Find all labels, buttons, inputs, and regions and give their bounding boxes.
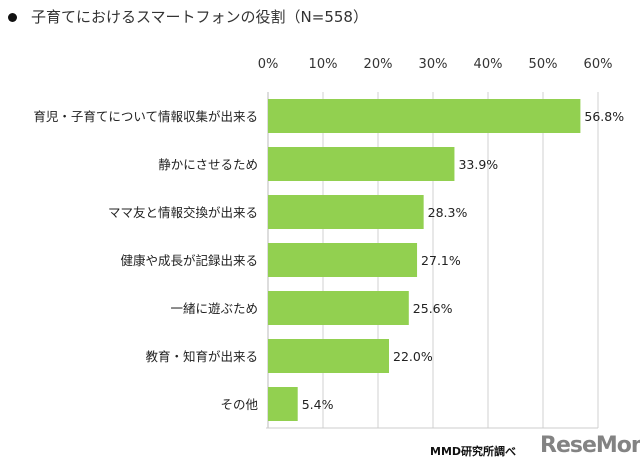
x-tick-label: 30% — [419, 57, 448, 72]
x-tick-label: 50% — [529, 57, 558, 72]
bar — [268, 195, 424, 229]
category-label: 一緒に遊ぶため — [170, 301, 258, 316]
source-note: MMD研究所調べ — [430, 445, 517, 458]
watermark-logo: ReseMom — [540, 433, 640, 458]
bar — [268, 339, 389, 373]
data-label: 33.9% — [458, 157, 498, 172]
data-label: 56.8% — [584, 109, 624, 124]
chart-title-text: 子育てにおけるスマートフォンの役割（N=558） — [31, 8, 368, 26]
category-label: 静かにさせるため — [158, 157, 258, 172]
bar — [268, 291, 409, 325]
data-label: 25.6% — [413, 301, 453, 316]
data-label: 22.0% — [393, 349, 433, 364]
data-label: 28.3% — [428, 205, 468, 220]
x-tick-label: 0% — [258, 57, 279, 72]
category-label: 健康や成長が記録出来る — [120, 253, 258, 268]
category-label: ママ友と情報交換が出来る — [108, 205, 258, 220]
category-label: 育児・子育てについて情報収集が出来る — [33, 109, 258, 124]
bar — [268, 243, 418, 277]
x-tick-label: 20% — [364, 57, 393, 72]
bar — [268, 147, 455, 181]
bar — [268, 387, 298, 421]
data-label: 27.1% — [421, 253, 461, 268]
x-tick-label: 40% — [474, 57, 503, 72]
bullet-icon — [8, 13, 17, 22]
category-label: その他 — [220, 397, 258, 412]
x-tick-label: 10% — [309, 57, 338, 72]
category-label: 教育・知育が出来る — [145, 349, 258, 364]
data-label: 5.4% — [302, 397, 334, 412]
x-tick-label: 60% — [584, 57, 613, 72]
bar — [268, 99, 581, 133]
chart-title: 子育てにおけるスマートフォンの役割（N=558） — [8, 6, 368, 27]
